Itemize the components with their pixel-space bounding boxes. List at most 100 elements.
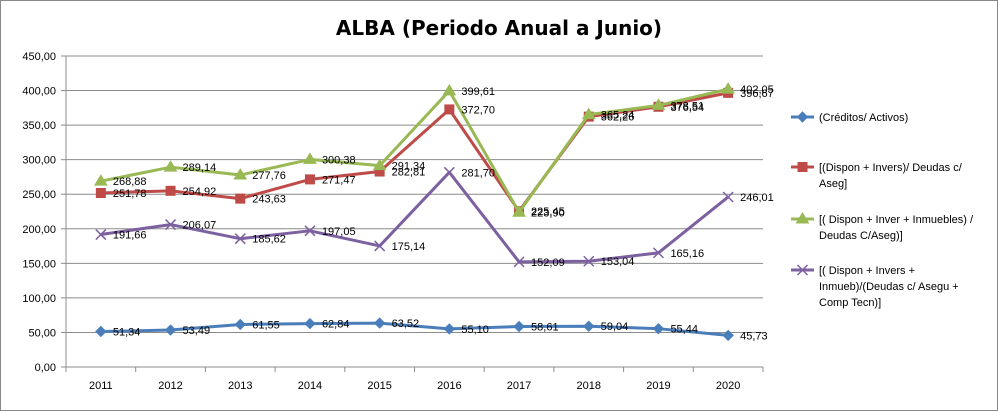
data-label: 61,55: [252, 319, 280, 331]
data-label: 362,26: [601, 112, 635, 124]
data-point: [796, 111, 809, 123]
y-tick-label: 150,00: [22, 258, 56, 270]
legend-label: [( Dispon + Inver + Inmuebles) /: [819, 214, 974, 226]
data-label: 197,05: [322, 226, 356, 238]
x-tick-label: 2020: [716, 380, 740, 392]
data-point: [722, 191, 734, 203]
data-point: [304, 174, 315, 185]
data-point: [372, 158, 387, 171]
y-tick-label: 50,00: [28, 327, 56, 339]
data-label: 45,73: [740, 330, 768, 342]
data-point: [233, 168, 248, 180]
legend-label: Comp Tecn)]: [819, 297, 881, 309]
legend-label: Inmueb)/(Deudas c/ Asegu +: [819, 281, 959, 293]
data-point: [583, 320, 595, 332]
data-label: 282,81: [392, 167, 426, 179]
data-label: 58,61: [531, 321, 559, 333]
data-label: 378,51: [670, 100, 704, 112]
data-label: 289,14: [183, 162, 217, 174]
x-tick-label: 2011: [89, 380, 113, 392]
data-point: [797, 162, 808, 172]
data-label: 281,70: [461, 167, 495, 179]
x-tick-label: 2012: [158, 380, 182, 392]
x-tick-label: 2017: [507, 380, 531, 392]
data-point: [374, 240, 386, 252]
data-point: [651, 98, 666, 110]
x-tick-label: 2019: [646, 380, 670, 392]
data-label: 277,76: [252, 170, 286, 182]
data-label: 225,45: [531, 206, 565, 218]
x-tick-label: 2018: [577, 380, 601, 392]
data-point: [234, 318, 246, 331]
y-tick-label: 300,00: [22, 155, 56, 167]
data-label: 254,92: [183, 186, 217, 198]
data-label: 185,62: [252, 234, 286, 246]
chart-title: ALBA (Periodo Anual a Junio): [336, 16, 662, 40]
y-tick-label: 100,00: [22, 293, 56, 305]
y-tick-label: 350,00: [22, 120, 56, 132]
series-line: [100, 91, 729, 213]
data-point: [722, 329, 734, 342]
data-point: [373, 317, 386, 329]
data-label: 251,78: [113, 188, 147, 200]
data-label: 399,61: [461, 86, 495, 98]
data-label: 59,04: [601, 321, 629, 333]
data-label: 372,70: [461, 104, 495, 116]
data-point: [164, 324, 177, 336]
data-label: 153,04: [601, 256, 635, 268]
legend-label: Aseg]: [819, 178, 847, 190]
data-point: [443, 166, 455, 178]
data-point: [583, 255, 595, 267]
data-label: 300,38: [322, 154, 356, 166]
data-label: 51,34: [113, 327, 141, 339]
data-point: [93, 174, 108, 186]
y-tick-label: 450,00: [22, 51, 56, 63]
data-point: [165, 219, 177, 231]
y-tick-label: 0,00: [35, 362, 56, 374]
data-label: 268,88: [113, 176, 147, 188]
data-point: [95, 187, 106, 198]
data-label: 223,90: [531, 207, 565, 219]
data-point: [95, 229, 107, 241]
data-label: 63,52: [392, 318, 420, 330]
legend-label: [(Dispon + Invers)/ Deudas c/: [819, 162, 963, 174]
legend-label: (Créditos/ Activos): [819, 112, 908, 124]
data-point: [796, 264, 809, 276]
data-label: 396,67: [740, 88, 774, 100]
data-label: 191,66: [113, 230, 147, 242]
y-tick-label: 200,00: [22, 224, 56, 236]
data-point: [442, 83, 457, 96]
data-label: 243,63: [252, 194, 286, 206]
data-point: [795, 212, 810, 224]
data-point: [234, 233, 246, 245]
series-line: [100, 321, 729, 337]
data-label: 165,16: [670, 248, 704, 260]
data-point: [95, 325, 107, 338]
data-label: 175,14: [392, 241, 426, 253]
data-label: 53,49: [183, 325, 211, 337]
data-label: 152,09: [531, 257, 565, 269]
data-point: [721, 82, 736, 94]
series-line: [100, 87, 729, 214]
data-point: [652, 247, 664, 259]
data-point: [513, 256, 525, 268]
legend-label: [( Dispon + Invers +: [819, 265, 915, 277]
data-point: [513, 320, 525, 333]
data-label: 206,07: [183, 220, 217, 232]
data-label: 55,10: [461, 324, 489, 336]
x-tick-label: 2013: [228, 380, 252, 392]
data-label: 402,05: [740, 84, 774, 96]
data-label: 291,34: [392, 161, 426, 173]
data-point: [235, 193, 246, 204]
data-label: 246,01: [740, 192, 774, 204]
data-point: [303, 152, 317, 164]
y-tick-label: 400,00: [22, 86, 56, 98]
data-point: [304, 225, 316, 237]
data-label: 365,24: [601, 110, 635, 122]
data-point: [581, 107, 596, 120]
data-point: [444, 104, 455, 115]
data-point: [652, 322, 665, 335]
data-point: [512, 205, 526, 217]
